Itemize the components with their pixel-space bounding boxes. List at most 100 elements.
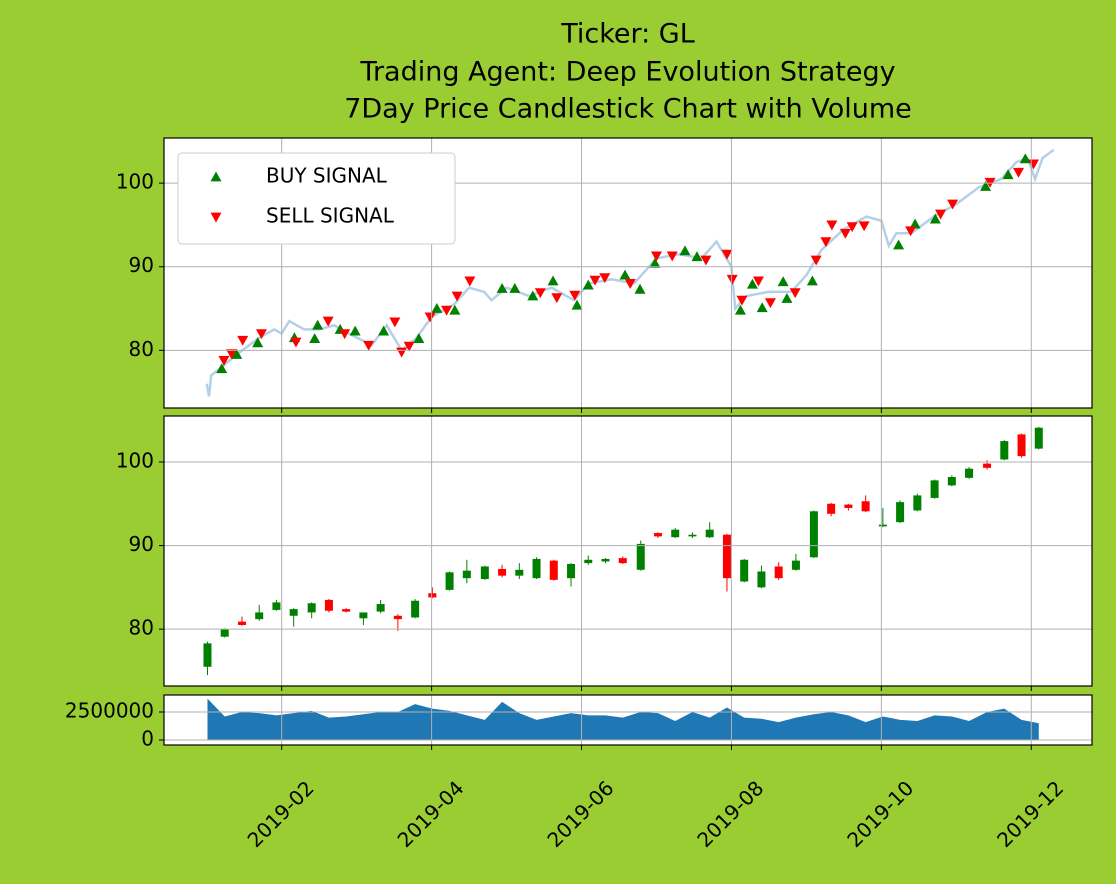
x-tick-label: 2019-06 <box>542 776 618 852</box>
candle-body <box>289 609 298 616</box>
y-tick-label: 90 <box>129 253 154 277</box>
plot-layer <box>207 698 1039 740</box>
signal-marker <box>413 333 425 344</box>
signal-marker <box>858 221 870 232</box>
candle-body <box>983 463 992 468</box>
x-tick-label: 2019-10 <box>842 776 918 852</box>
x-tick-label: 2019-08 <box>692 776 768 852</box>
signal-marker <box>679 245 691 256</box>
signal-marker <box>449 304 461 315</box>
y-tick-label: 90 <box>129 532 154 556</box>
signal-marker <box>691 251 703 262</box>
y-tick-label: 80 <box>129 616 154 640</box>
signal-marker <box>935 209 947 220</box>
plot-layer <box>203 426 1043 676</box>
signal-marker <box>789 288 801 299</box>
signal-marker <box>551 293 563 304</box>
signal-marker <box>624 279 636 289</box>
candle-body <box>861 501 870 512</box>
signal-marker <box>777 276 789 287</box>
x-tick-label: 2019-04 <box>393 776 469 852</box>
signal-marker <box>756 302 768 313</box>
chart-title: Trading Agent: Deep Evolution Strategy <box>359 57 895 88</box>
plot-frame <box>163 137 1093 409</box>
candle-body <box>480 566 489 580</box>
y-tick-label: 100 <box>116 170 154 194</box>
signal-marker <box>322 316 334 327</box>
candle-body <box>896 502 905 523</box>
candle-body <box>947 477 956 486</box>
candle-body <box>532 558 541 579</box>
candle-body <box>601 558 610 562</box>
signal-marker <box>929 213 941 224</box>
candle-body <box>393 615 402 620</box>
signal-marker <box>569 290 581 301</box>
signal-marker <box>389 317 401 328</box>
plot-frame <box>163 694 1093 746</box>
candle-body <box>618 558 627 564</box>
signal-marker <box>764 298 776 309</box>
candle-body <box>428 593 437 598</box>
candle-body <box>930 480 939 498</box>
signal-marker <box>312 319 324 330</box>
candle-body <box>220 629 229 637</box>
signal-marker <box>231 349 243 359</box>
signal-marker <box>496 282 508 293</box>
signal-marker <box>1002 169 1014 180</box>
signal-marker <box>431 303 443 313</box>
signal-marker <box>237 335 249 346</box>
x-tick-label: 2019-02 <box>243 776 319 852</box>
candle-body <box>965 468 974 478</box>
signal-marker <box>721 249 733 260</box>
signal-marker <box>649 257 661 268</box>
candle-body <box>515 569 524 576</box>
legend-marker <box>210 171 222 182</box>
signal-marker <box>216 363 228 374</box>
signal-marker <box>726 274 738 285</box>
legend-label: BUY SIGNAL <box>266 164 388 188</box>
signal-marker <box>363 340 375 351</box>
plot-layer <box>205 148 1055 397</box>
signal-marker <box>905 226 917 237</box>
candle-body <box>878 524 887 527</box>
signal-marker <box>619 269 631 280</box>
signal-marker <box>339 329 351 340</box>
candle-body <box>844 504 853 508</box>
signal-marker <box>255 329 267 340</box>
candle-body <box>913 495 922 511</box>
candle-body <box>774 566 783 579</box>
y-tick-label: 100 <box>116 448 154 472</box>
candle-body <box>272 602 281 610</box>
candle-body <box>411 600 420 618</box>
candle-body <box>324 599 333 611</box>
candle-body <box>498 568 507 576</box>
signal-marker <box>509 282 521 293</box>
signal-marker <box>464 276 476 287</box>
candle-body <box>671 529 680 538</box>
candle-body <box>636 543 645 570</box>
y-tick-label: 2500000 <box>65 699 154 723</box>
candle-body <box>567 563 576 579</box>
signal-marker <box>947 199 959 210</box>
x-tick-label: 2019-12 <box>992 776 1068 852</box>
signal-marker <box>781 292 793 303</box>
legend-box <box>177 152 456 245</box>
signal-marker <box>650 251 662 262</box>
signal-marker <box>734 304 746 315</box>
legend-marker <box>210 212 222 223</box>
signal-marker <box>806 275 818 286</box>
candle-body <box>255 612 264 620</box>
signal-marker <box>752 276 764 287</box>
signal-marker <box>252 337 264 348</box>
plot-area <box>164 416 1092 686</box>
signal-marker <box>1013 167 1025 178</box>
signal-marker <box>547 275 559 286</box>
legend-label: SELL SIGNAL <box>266 204 395 228</box>
signal-marker <box>582 279 594 290</box>
candle-body <box>809 511 818 558</box>
signal-marker <box>820 237 832 248</box>
signal-marker <box>980 180 992 191</box>
candle-body <box>757 571 766 588</box>
signal-marker <box>218 355 230 366</box>
